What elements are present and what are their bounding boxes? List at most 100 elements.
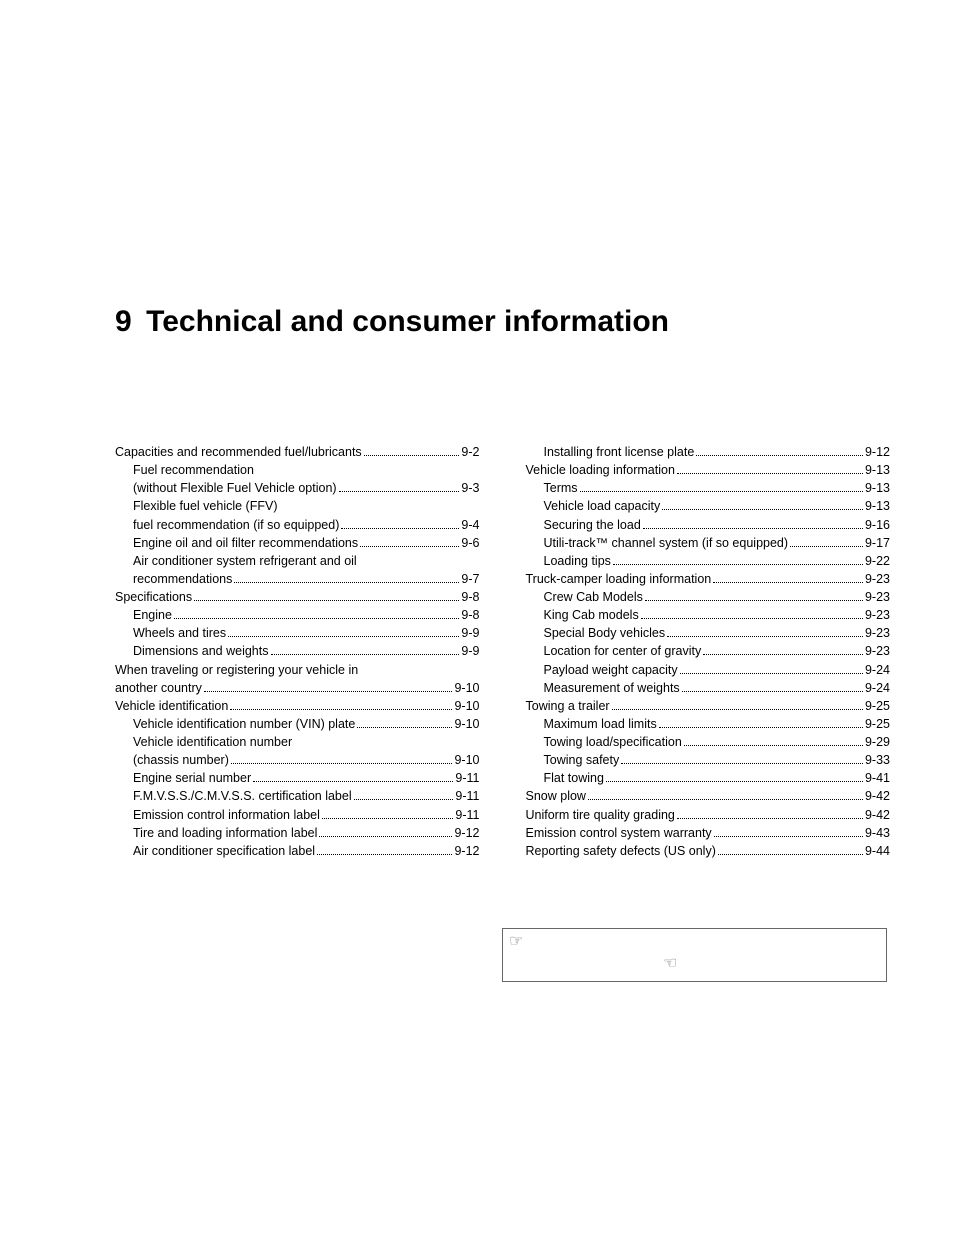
toc-entry-label: Uniform tire quality grading [526, 806, 675, 824]
toc-entry: Loading tips 9-22 [526, 552, 891, 570]
toc-entry-page: 9-16 [865, 516, 890, 534]
toc-entry: recommendations9-7 [115, 570, 480, 588]
toc-entry: Measurement of weights9-24 [526, 679, 891, 697]
toc-leader-dots [174, 618, 459, 619]
toc-entry-label: Vehicle identification number (VIN) plat… [133, 715, 355, 733]
toc-entry: Flexible fuel vehicle (FFV) [115, 497, 480, 515]
toc-entry: Utili-track™ channel system (if so equip… [526, 534, 891, 552]
toc-entry-label: Maximum load limits [544, 715, 657, 733]
toc-columns: Capacities and recommended fuel/lubrican… [115, 443, 890, 860]
toc-entry-label: Emission control information label [133, 806, 320, 824]
toc-leader-dots [613, 564, 863, 565]
toc-entry: Snow plow9-42 [526, 787, 891, 805]
toc-entry-label: Specifications [115, 588, 192, 606]
toc-entry-label: Wheels and tires [133, 624, 226, 642]
toc-entry: Vehicle identification9-10 [115, 697, 480, 715]
toc-entry-label: Payload weight capacity [544, 661, 678, 679]
toc-column-right: Installing front license plate9-12Vehicl… [526, 443, 891, 860]
toc-entry-label: (without Flexible Fuel Vehicle option) [133, 479, 337, 497]
toc-entry-label: Engine serial number [133, 769, 251, 787]
toc-entry-label: Capacities and recommended fuel/lubrican… [115, 443, 362, 461]
toc-entry: Air conditioner specification label9-12 [115, 842, 480, 860]
toc-entry: Engine oil and oil filter recommendation… [115, 534, 480, 552]
toc-entry-label: Loading tips [544, 552, 611, 570]
toc-leader-dots [659, 727, 863, 728]
toc-entry-page: 9-33 [865, 751, 890, 769]
toc-leader-dots [317, 854, 452, 855]
toc-leader-dots [677, 818, 863, 819]
toc-entry: another country9-10 [115, 679, 480, 697]
toc-entry-label: fuel recommendation (if so equipped) [133, 516, 339, 534]
toc-entry: Emission control system warranty 9-43 [526, 824, 891, 842]
toc-entry-label: Air conditioner specification label [133, 842, 315, 860]
toc-entry: Air conditioner system refrigerant and o… [115, 552, 480, 570]
toc-entry-page: 9-43 [865, 824, 890, 842]
toc-entry: Installing front license plate 9-12 [526, 443, 891, 461]
toc-entry-page: 9-4 [461, 516, 479, 534]
toc-leader-dots [643, 528, 863, 529]
toc-entry: Emission control information label9-11 [115, 806, 480, 824]
toc-entry: Vehicle loading information 9-13 [526, 461, 891, 479]
toc-entry-page: 9-23 [865, 588, 890, 606]
toc-entry-page: 9-23 [865, 606, 890, 624]
toc-leader-dots [677, 473, 863, 474]
toc-entry-page: 9-23 [865, 570, 890, 588]
toc-leader-dots [606, 781, 863, 782]
toc-entry: Uniform tire quality grading9-42 [526, 806, 891, 824]
toc-entry-page: 9-41 [865, 769, 890, 787]
toc-entry-label: Installing front license plate [544, 443, 695, 461]
toc-entry-label: King Cab models [544, 606, 639, 624]
toc-entry: fuel recommendation (if so equipped) 9-4 [115, 516, 480, 534]
toc-entry: Towing load/specification9-29 [526, 733, 891, 751]
toc-entry-label: Crew Cab Models [544, 588, 643, 606]
toc-entry-page: 9-11 [455, 787, 479, 805]
toc-entry-label: Vehicle loading information [526, 461, 675, 479]
toc-entry-label: Snow plow [526, 787, 586, 805]
toc-entry-label: Vehicle load capacity [544, 497, 661, 515]
pointing-hand-icon: ☜ [663, 953, 677, 973]
toc-leader-dots [588, 799, 863, 800]
toc-entry: Towing safety9-33 [526, 751, 891, 769]
toc-entry: Securing the load9-16 [526, 516, 891, 534]
toc-entry-page: 9-10 [454, 679, 479, 697]
toc-entry-page: 9-3 [461, 479, 479, 497]
toc-column-left: Capacities and recommended fuel/lubrican… [115, 443, 480, 860]
toc-entry: F.M.V.S.S./C.M.V.S.S. certification labe… [115, 787, 480, 805]
toc-entry-page: 9-44 [865, 842, 890, 860]
toc-leader-dots [341, 528, 459, 529]
toc-entry-label: Utili-track™ channel system (if so equip… [544, 534, 789, 552]
pointing-hand-icon: ☞ [509, 931, 523, 951]
toc-leader-dots [667, 636, 863, 637]
toc-entry-page: 9-13 [865, 497, 890, 515]
toc-entry: Payload weight capacity 9-24 [526, 661, 891, 679]
toc-leader-dots [231, 763, 453, 764]
toc-entry-label: (chassis number) [133, 751, 229, 769]
toc-leader-dots [204, 691, 453, 692]
toc-leader-dots [580, 491, 863, 492]
toc-entry: Dimensions and weights9-9 [115, 642, 480, 660]
toc-entry-label: When traveling or registering your vehic… [115, 663, 358, 677]
toc-entry-page: 9-23 [865, 624, 890, 642]
toc-entry-label: Emission control system warranty [526, 824, 712, 842]
toc-entry-page: 9-24 [865, 661, 890, 679]
toc-entry: Fuel recommendation [115, 461, 480, 479]
page: 9 Technical and consumer information Cap… [0, 0, 954, 1235]
toc-leader-dots [696, 455, 863, 456]
toc-entry-page: 9-22 [865, 552, 890, 570]
toc-leader-dots [339, 491, 460, 492]
toc-entry: Vehicle load capacity 9-13 [526, 497, 891, 515]
toc-entry-page: 9-13 [865, 461, 890, 479]
toc-leader-dots [228, 636, 459, 637]
toc-entry-page: 9-23 [865, 642, 890, 660]
toc-entry-label: Truck-camper loading information [526, 570, 712, 588]
toc-entry-label: Towing a trailer [526, 697, 610, 715]
toc-leader-dots [230, 709, 452, 710]
toc-entry-label: Tire and loading information label [133, 824, 317, 842]
toc-entry-label: Engine [133, 606, 172, 624]
toc-entry-page: 9-12 [865, 443, 890, 461]
chapter-number: 9 [115, 305, 132, 339]
toc-entry: Capacities and recommended fuel/lubrican… [115, 443, 480, 461]
toc-entry-label: F.M.V.S.S./C.M.V.S.S. certification labe… [133, 787, 352, 805]
toc-entry-label: recommendations [133, 570, 232, 588]
toc-leader-dots [718, 854, 863, 855]
